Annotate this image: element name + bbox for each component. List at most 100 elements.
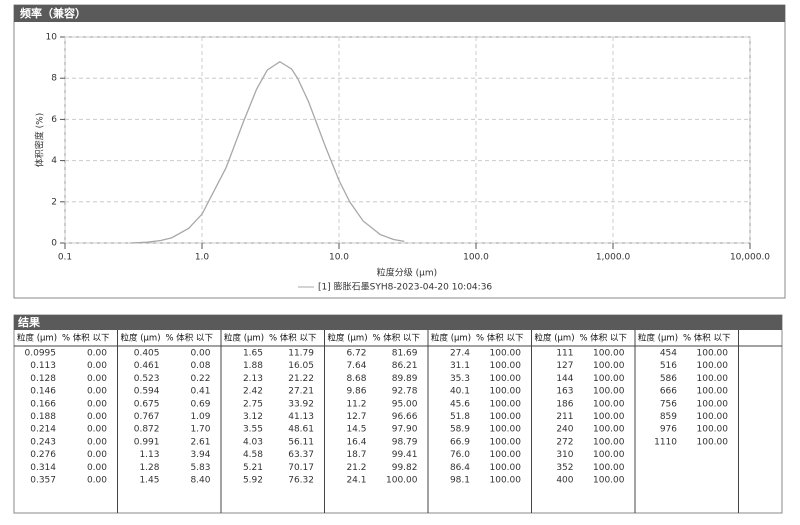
percent-cell: 0.00: [87, 412, 107, 422]
size-cell: 4.03: [243, 437, 263, 447]
size-cell: 98.1: [450, 476, 470, 486]
percent-cell: 100.00: [490, 476, 522, 486]
size-cell: 240: [556, 425, 573, 435]
chart-title: 频率（兼容）: [20, 6, 86, 20]
size-cell: 0.166: [30, 399, 56, 409]
size-cell: 5.92: [243, 476, 263, 486]
size-cell: 3.55: [243, 425, 263, 435]
size-cell: 859: [660, 412, 677, 422]
size-cell: 8.68: [346, 374, 366, 384]
size-cell: 1110: [654, 437, 677, 447]
x-tick-label: 10.0: [329, 253, 349, 263]
column-header: % 体积 以下: [683, 333, 731, 344]
size-cell: 31.1: [450, 361, 470, 371]
percent-cell: 100.00: [593, 450, 625, 460]
percent-cell: 97.90: [392, 425, 418, 435]
size-cell: 144: [556, 374, 573, 384]
percent-cell: 0.00: [87, 387, 107, 397]
percent-cell: 100.00: [593, 476, 625, 486]
y-tick-label: 10: [46, 33, 58, 43]
percent-cell: 81.69: [392, 349, 418, 359]
size-cell: 7.64: [346, 361, 366, 371]
percent-cell: 70.17: [288, 463, 314, 473]
size-cell: 127: [556, 361, 573, 371]
x-tick-label: 1,000.0: [596, 253, 631, 263]
size-cell: 9.86: [346, 387, 366, 397]
percent-cell: 100.00: [490, 349, 522, 359]
percent-cell: 3.94: [190, 450, 210, 460]
percent-cell: 100.00: [386, 476, 418, 486]
column-header: % 体积 以下: [62, 333, 110, 344]
percent-cell: 100.00: [490, 463, 522, 473]
size-cell: 86.4: [450, 463, 470, 473]
percent-cell: 63.37: [288, 450, 314, 460]
x-tick-label: 1.0: [195, 253, 210, 263]
legend-label: [1] 膨胀石墨SYH8-2023-04-20 10:04:36: [318, 281, 492, 293]
size-cell: 0.991: [134, 437, 160, 447]
size-cell: 27.4: [450, 349, 470, 359]
percent-cell: 100.00: [490, 437, 522, 447]
percent-cell: 100.00: [490, 374, 522, 384]
size-cell: 211: [556, 412, 573, 422]
percent-cell: 86.21: [392, 361, 418, 371]
percent-cell: 98.79: [392, 437, 418, 447]
chart-panel: [13, 4, 786, 299]
size-cell: 40.1: [450, 387, 470, 397]
size-cell: 58.9: [450, 425, 470, 435]
column-header: 粒度 (μm): [431, 333, 471, 344]
x-tick-label: 100.0: [463, 253, 489, 263]
x-axis-label: 粒度分级 (μm): [377, 267, 437, 279]
size-cell: 0.314: [30, 463, 56, 473]
percent-cell: 100.00: [593, 399, 625, 409]
percent-cell: 0.00: [87, 450, 107, 460]
percent-cell: 100.00: [490, 412, 522, 422]
y-tick-label: 0: [51, 239, 57, 249]
size-cell: 76.0: [450, 450, 470, 460]
size-cell: 272: [556, 437, 573, 447]
percent-cell: 11.79: [288, 349, 314, 359]
percent-cell: 100.00: [697, 387, 729, 397]
size-cell: 0.675: [134, 399, 160, 409]
percent-cell: 100.00: [593, 425, 625, 435]
size-cell: 0.523: [134, 374, 160, 384]
y-tick-label: 8: [51, 74, 57, 84]
percent-cell: 100.00: [490, 450, 522, 460]
percent-cell: 100.00: [593, 387, 625, 397]
size-cell: 163: [556, 387, 573, 397]
percent-cell: 2.61: [190, 437, 210, 447]
size-cell: 0.276: [30, 450, 56, 460]
percent-cell: 0.41: [190, 387, 210, 397]
size-cell: 2.13: [243, 374, 263, 384]
size-cell: 186: [556, 399, 573, 409]
size-cell: 1.65: [243, 349, 263, 359]
size-cell: 111: [556, 349, 573, 359]
size-cell: 12.7: [346, 412, 366, 422]
size-cell: 51.8: [450, 412, 470, 422]
percent-cell: 100.00: [697, 361, 729, 371]
size-cell: 756: [660, 399, 677, 409]
percent-cell: 0.00: [87, 425, 107, 435]
column-header: % 体积 以下: [476, 333, 524, 344]
size-cell: 0.146: [30, 387, 56, 397]
size-cell: 0.0995: [25, 349, 57, 359]
size-cell: 5.21: [243, 463, 263, 473]
size-cell: 0.872: [134, 425, 160, 435]
size-cell: 2.75: [243, 399, 263, 409]
size-cell: 0.188: [30, 412, 56, 422]
size-cell: 1.88: [243, 361, 263, 371]
column-header: 粒度 (μm): [121, 333, 161, 344]
column-header: 粒度 (μm): [328, 333, 368, 344]
percent-cell: 41.13: [288, 412, 314, 422]
size-cell: 0.767: [134, 412, 160, 422]
percent-cell: 56.11: [288, 437, 314, 447]
percent-cell: 100.00: [593, 463, 625, 473]
percent-cell: 76.32: [288, 476, 314, 486]
results-panel: [13, 314, 783, 514]
percent-cell: 100.00: [490, 399, 522, 409]
percent-cell: 89.89: [392, 374, 418, 384]
percent-cell: 100.00: [697, 412, 729, 422]
percent-cell: 99.82: [392, 463, 418, 473]
percent-cell: 1.09: [190, 412, 210, 422]
size-cell: 454: [660, 349, 677, 359]
size-cell: 1.28: [139, 463, 159, 473]
